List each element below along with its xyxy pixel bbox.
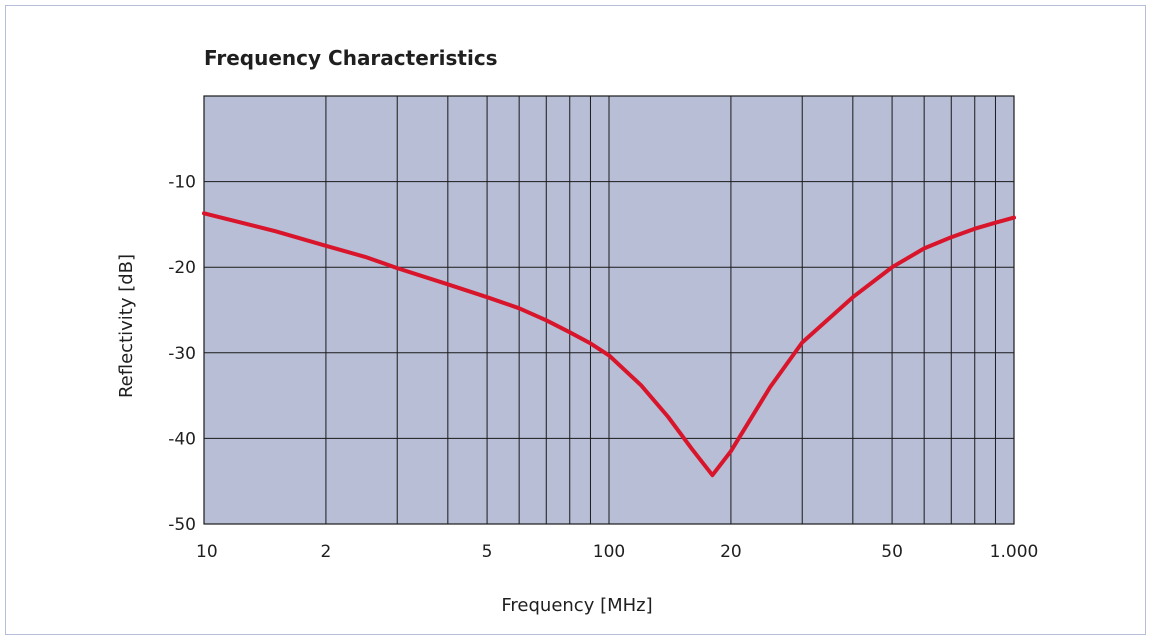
x-tick-label: 50 (881, 542, 903, 562)
x-tick-label: 100 (593, 542, 625, 562)
y-tick-label: -20 (168, 258, 196, 278)
x-tick-label: 1.000 (990, 542, 1039, 562)
x-tick-label: 5 (482, 542, 493, 562)
y-axis-label: Reflectivity [dB] (116, 254, 137, 398)
y-tick-label: -10 (168, 173, 196, 193)
x-tick-label: 10 (196, 542, 218, 562)
reflectivity-series-line (202, 211, 1016, 478)
y-tick-label: -30 (168, 344, 196, 364)
chart-title: Frequency Characteristics (204, 46, 498, 70)
plot-border (203, 95, 1015, 525)
x-tick-label: 20 (720, 542, 742, 562)
x-axis-label: Frequency [MHz] (501, 595, 652, 616)
y-tick-label: -50 (168, 515, 196, 535)
x-tick-label: 2 (321, 542, 332, 562)
y-tick-label: -40 (168, 429, 196, 449)
